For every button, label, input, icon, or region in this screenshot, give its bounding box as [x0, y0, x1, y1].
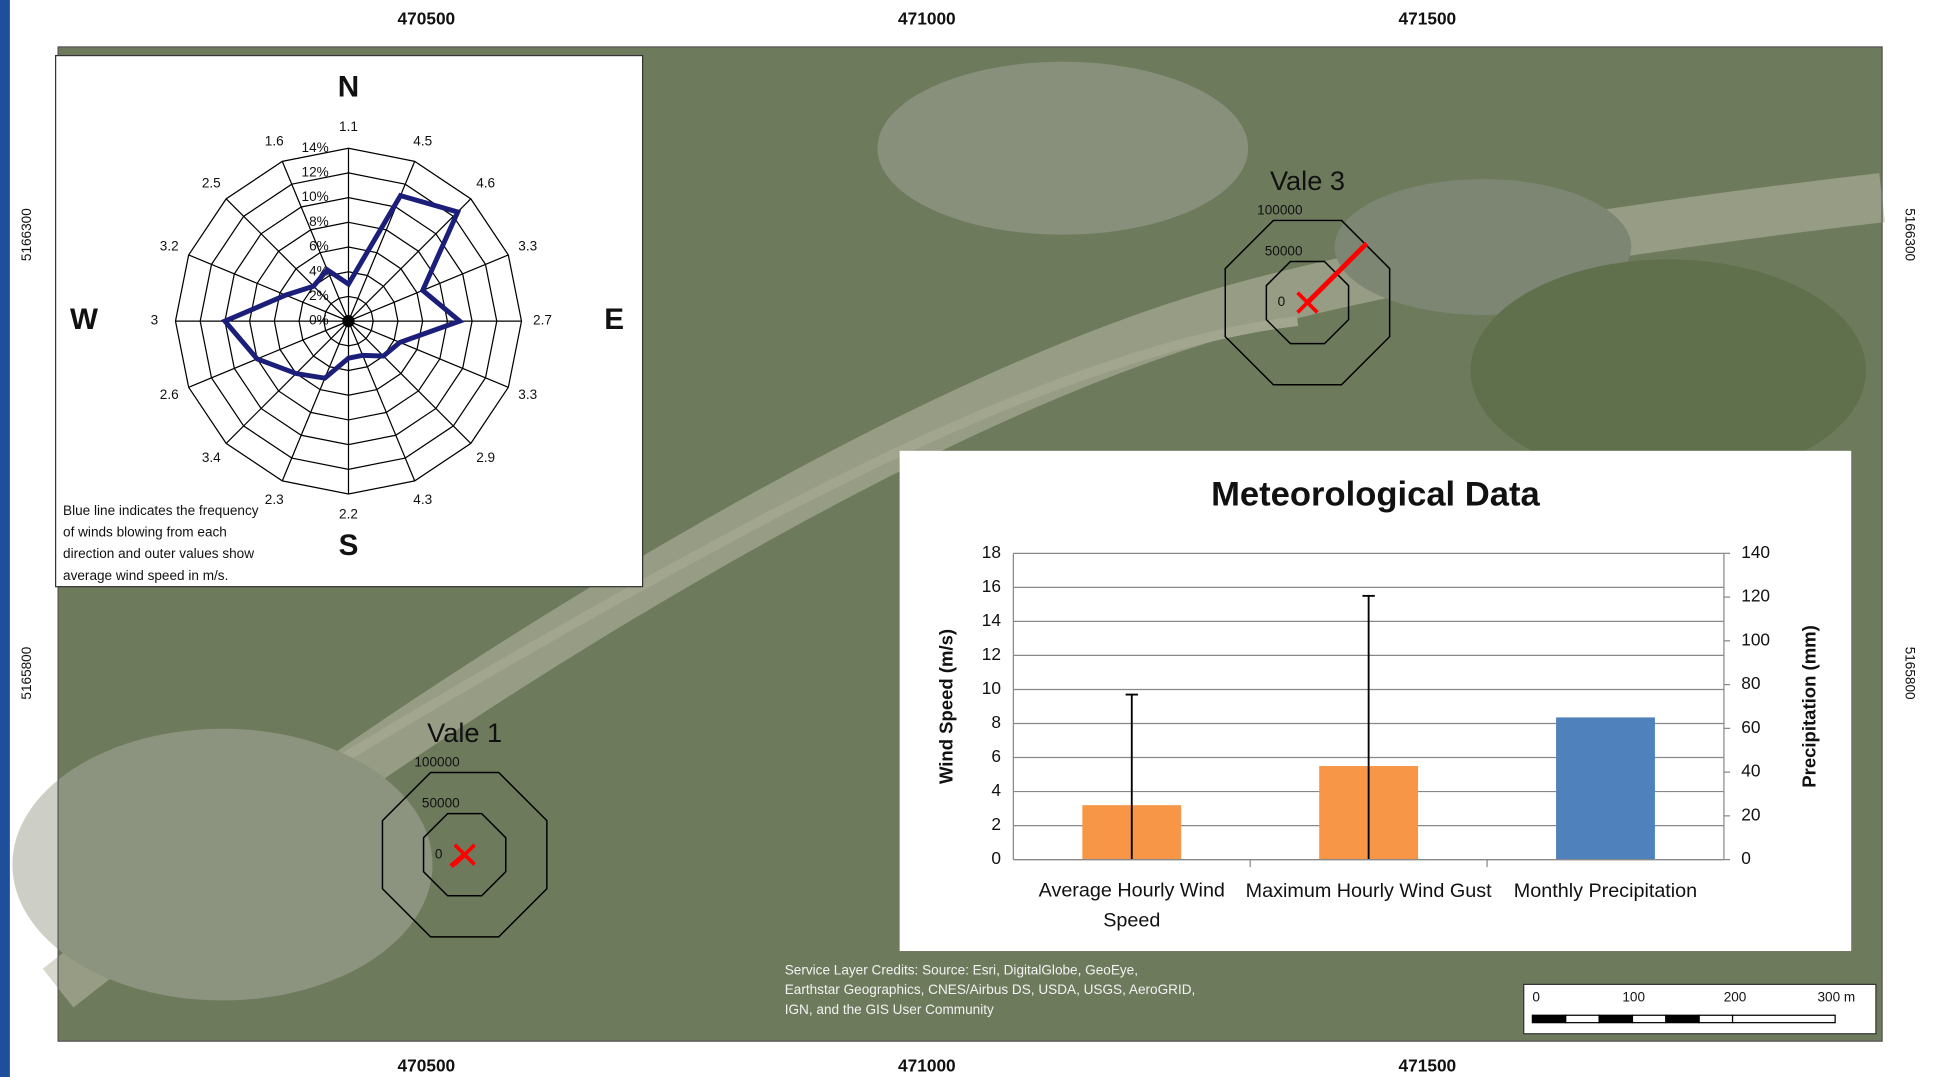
speed-label: 4.6	[476, 176, 495, 191]
station-ring-label: 100000	[1257, 203, 1303, 218]
scale-bar-segment	[1599, 1015, 1632, 1022]
station-ring-label: 0	[1278, 294, 1286, 309]
y-tick-label: 2	[991, 814, 1001, 834]
station-label: Vale 3	[1270, 165, 1345, 196]
speed-label: 3.3	[518, 239, 537, 254]
station-label: Vale 1	[427, 717, 502, 748]
scale-bar-segment	[1699, 1015, 1732, 1022]
scale-bar-segment	[1632, 1015, 1665, 1022]
y-coordinate-label: 5166300	[19, 208, 34, 261]
y-tick-label: 16	[982, 576, 1001, 596]
x-coordinate-label: 470500	[398, 8, 456, 28]
ring-label: 8%	[309, 214, 329, 229]
scale-label: 300 m	[1817, 990, 1855, 1005]
scale-label: 0	[1532, 990, 1540, 1005]
direction-label: N	[338, 71, 359, 104]
scale-bar-segment	[1666, 1015, 1699, 1022]
speed-label: 2.7	[533, 313, 552, 328]
center	[342, 315, 354, 327]
y-axis-label: Wind Speed (m/s)	[936, 629, 957, 784]
speed-label: 2.6	[160, 387, 179, 402]
speed-label: 3.2	[160, 239, 179, 254]
map-figure: 470500 470500 471000 471000 471500 471500 5166…	[0, 0, 1934, 1077]
speed-label: 2.5	[202, 176, 221, 191]
ring-label: 2%	[309, 288, 329, 303]
note: Blue line indicates the frequency	[63, 503, 259, 518]
chart-title: Meteorological Data	[1211, 476, 1540, 514]
y-coordinate-label: 5165800	[19, 646, 34, 699]
attribution: IGN, and the GIS User Community	[785, 1002, 994, 1017]
attribution: Service Layer Credits: Source: Esri, Dig…	[785, 962, 1138, 977]
station-ring-label: 50000	[1265, 243, 1303, 258]
y2-tick-label: 100	[1741, 629, 1770, 649]
station-ring-label: 0	[435, 846, 443, 861]
x-coordinate-label: 470500	[398, 1056, 456, 1076]
speed-label: 2.3	[265, 492, 284, 507]
scale-bar-segment	[1532, 1015, 1565, 1022]
note: average wind speed in m/s.	[63, 568, 228, 583]
y2-tick-label: 40	[1741, 761, 1760, 781]
y2-tick-label: 80	[1741, 673, 1760, 693]
direction-label: W	[70, 303, 98, 336]
speed-label: 2.2	[339, 507, 358, 522]
y-tick-label: 10	[982, 678, 1001, 698]
y-tick-label: 8	[991, 712, 1001, 732]
y-coordinate-label: 5165800	[1903, 647, 1918, 700]
speed-label: 3.4	[202, 450, 221, 465]
speed-label: 3.3	[518, 387, 537, 402]
x-tick-label: Monthly Precipitation	[1514, 880, 1697, 902]
y-coordinate-label: 5166300	[1903, 208, 1918, 261]
station-ring-label: 100000	[414, 755, 460, 770]
y-tick-label: 14	[982, 610, 1002, 630]
y2-tick-label: 120	[1741, 586, 1770, 606]
x-coordinate-label: 471000	[898, 8, 956, 28]
y-tick-label: 18	[982, 542, 1001, 562]
speed-label: 1.6	[265, 134, 284, 149]
ring-label: 12%	[302, 165, 329, 180]
ring-label: 6%	[309, 239, 329, 254]
ring-label: 10%	[302, 189, 329, 204]
y2-tick-label: 20	[1741, 804, 1760, 824]
chart-panel	[900, 451, 1852, 951]
y-tick-label: 6	[991, 746, 1001, 766]
y2-axis-label: Precipitation (mm)	[1798, 625, 1819, 788]
attribution: Earthstar Geographics, CNES/Airbus DS, U…	[785, 982, 1196, 997]
note: of winds blowing from each	[63, 525, 227, 540]
direction-label: E	[604, 303, 624, 336]
left-border	[0, 0, 10, 1077]
speed-label: 4.5	[413, 134, 432, 149]
ring-label: 14%	[302, 140, 329, 155]
speed-label: 3	[151, 313, 159, 328]
ring-label: 0%	[309, 313, 329, 328]
scale-bar-segment	[1733, 1015, 1836, 1022]
speed-label: 2.9	[476, 450, 495, 465]
speed-label: 1.1	[339, 119, 358, 134]
y-tick-label: 12	[982, 644, 1001, 664]
x-tick-label: Maximum Hourly Wind Gust	[1246, 880, 1492, 902]
direction-label: S	[339, 529, 359, 562]
station-ring-label: 50000	[422, 795, 460, 810]
x-coordinate-label: 471500	[1398, 8, 1456, 28]
y-tick-label: 4	[991, 780, 1001, 800]
scale-bar-segment	[1566, 1015, 1599, 1022]
y2-tick-label: 0	[1741, 848, 1751, 868]
page: {"map": {"x_labels": [470500, 471000, 47…	[0, 0, 1934, 1077]
y2-tick-label: 60	[1741, 717, 1760, 737]
y-tick-label: 0	[991, 848, 1001, 868]
bar	[1556, 717, 1655, 859]
y2-tick-label: 140	[1741, 542, 1770, 562]
scale-label: 100	[1622, 990, 1645, 1005]
x-coordinate-label: 471500	[1398, 1056, 1456, 1076]
scale-label: 200	[1724, 990, 1747, 1005]
x-coordinate-label: 471000	[898, 1056, 956, 1076]
note: direction and outer values show	[63, 546, 254, 561]
speed-label: 4.3	[413, 492, 432, 507]
